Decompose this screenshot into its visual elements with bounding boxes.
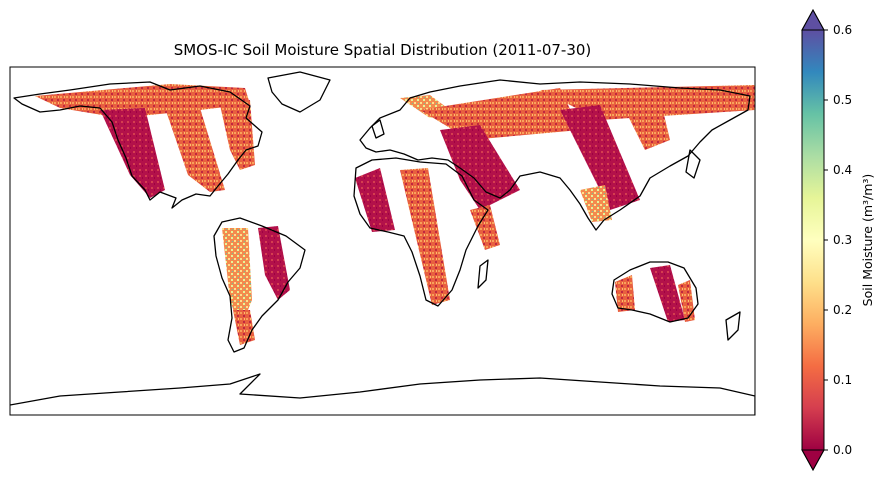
colorbar-label: Soil Moisture (m³/m³) — [860, 174, 875, 307]
colorbar-tick-label: 0.2 — [833, 303, 852, 317]
colorbar-extend-max — [801, 8, 825, 31]
map-panel — [9, 66, 756, 416]
swath-australia-central — [650, 265, 685, 322]
swath-australia-west — [615, 275, 635, 312]
coastline-greenland — [267, 71, 331, 113]
swath-asia-east — [620, 98, 670, 150]
swath-africa-central — [400, 168, 450, 305]
coastline-africa — [353, 157, 489, 307]
swath-africa-east — [470, 205, 500, 250]
swath-north-america-central — [165, 108, 225, 192]
swath-south-america-east — [258, 226, 290, 300]
swath-middle-east — [440, 125, 520, 210]
swath-north-america-west — [100, 108, 165, 198]
coastline-madagascar — [477, 259, 489, 289]
coastline-eurasia — [359, 79, 751, 231]
colorbar-body — [802, 30, 824, 450]
colorbar-extend-min — [801, 449, 825, 472]
colorbar-ticks: 0.0 0.1 0.2 0.3 0.4 0.5 0.6 — [824, 23, 852, 457]
coastline-north-america — [13, 81, 263, 209]
coastlines — [10, 71, 755, 415]
colorbar-tick-label: 0.6 — [833, 23, 852, 37]
swath-asia-southeast — [580, 185, 612, 222]
colorbar-tick-label: 0.4 — [833, 163, 852, 177]
coastline-uk — [371, 119, 385, 139]
colorbar-tick-label: 0.3 — [833, 233, 852, 247]
colorbar-tick-label: 0.0 — [833, 443, 852, 457]
coastline-south-america — [213, 217, 306, 353]
colorbar-tick-label: 0.5 — [833, 93, 852, 107]
swath-europe-north — [420, 88, 580, 140]
coastline-antarctica — [10, 373, 755, 415]
coastline-new-zealand — [725, 311, 741, 341]
coastline-japan — [685, 149, 701, 179]
soil-moisture-swaths — [35, 84, 755, 345]
swath-australia-east — [678, 280, 695, 322]
colorbar: 0.0 0.1 0.2 0.3 0.4 0.5 0.6 Soil Moisture (m³/… — [801, 8, 875, 472]
swath-asia-central — [560, 105, 640, 210]
colorbar-tick-label: 0.1 — [833, 373, 852, 387]
swath-africa-west — [355, 168, 395, 232]
map-title: SMOS-IC Soil Moisture Spatial Distributi… — [173, 41, 592, 59]
swath-south-america-west — [222, 228, 252, 330]
coastline-australia — [611, 261, 699, 323]
map-frame — [9, 66, 756, 416]
